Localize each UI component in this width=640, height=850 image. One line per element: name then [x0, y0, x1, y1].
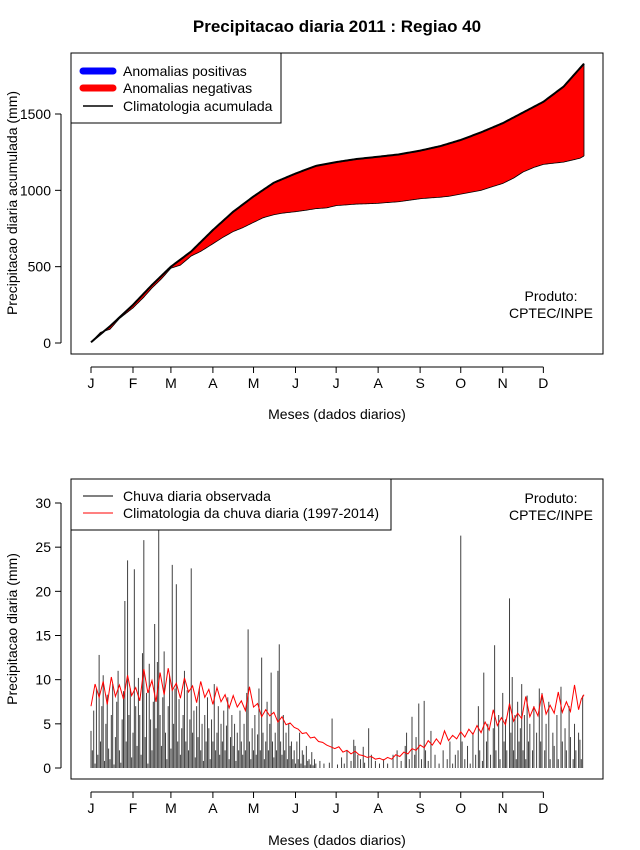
line-layer-bottom: [90, 668, 585, 761]
x-tick-label-bottom: M: [165, 800, 177, 816]
legend-box-bottom: [70, 478, 392, 531]
panel-daily: J F M A M J J A S O N D 0 5 10 15 20 25 30 Meses (dados d…: [4, 478, 604, 848]
legend-label-positive: Anomalias positivas: [123, 63, 247, 79]
x-tick-label-bottom: F: [129, 800, 138, 816]
product-note-bottom-line1: Produto:: [525, 490, 578, 506]
y-tick-label-bottom: 5: [43, 716, 51, 732]
y-tick-label-top: 500: [28, 259, 52, 275]
x-tick-label-bottom: N: [498, 800, 508, 816]
y-tick-label-top: 1500: [20, 106, 51, 122]
x-tick-label-top: M: [248, 375, 260, 391]
x-tick-label-top: D: [538, 375, 548, 391]
x-tick-label-bottom: A: [208, 800, 218, 816]
x-tick-label-bottom: J: [88, 800, 95, 816]
x-tick-label-bottom: J: [292, 800, 299, 816]
x-tick-label-top: M: [165, 375, 177, 391]
x-tick-label-top: A: [373, 375, 383, 391]
bar-layer-bottom: [90, 527, 584, 768]
legend-label-climatology: Climatologia acumulada: [123, 98, 273, 114]
x-tick-label-top: A: [208, 375, 218, 391]
y-axis-label-bottom: Precipitacao diaria (mm): [4, 553, 20, 705]
y-tick-label-bottom: 0: [43, 760, 51, 776]
plot-frame-top: [70, 52, 604, 355]
x-tick-label-bottom: M: [248, 800, 260, 816]
x-tick-label-top: J: [333, 375, 340, 391]
x-tick-label-bottom: A: [373, 800, 383, 816]
legend-label-daily-climatology: Climatologia da chuva diaria (1997-2014): [123, 505, 379, 521]
area-layer-top: [90, 62, 585, 344]
x-axis-label-top: Meses (dados diarios): [268, 406, 406, 422]
product-note-top-line2: CPTEC/INPE: [509, 305, 593, 321]
x-tick-label-top: N: [498, 375, 508, 391]
daily-climatology-line: [90, 668, 585, 761]
x-tick-label-bottom: O: [455, 800, 466, 816]
cumulative-climatology-line: [90, 62, 585, 344]
legend-label-observed: Chuva diaria observada: [123, 488, 271, 504]
figure-title: Precipitacao diaria 2011 : Regiao 40: [193, 17, 481, 36]
legend-top: Anomalias positivas Anomalias negativas …: [70, 52, 282, 124]
x-tick-label-top: S: [415, 375, 424, 391]
y-tick-label-bottom: 30: [35, 495, 51, 511]
y-axis-bottom: 0 5 10 15 20 25 30: [35, 495, 62, 776]
product-note-bottom-line2: CPTEC/INPE: [509, 507, 593, 523]
cumulative-observed-line: [90, 155, 585, 343]
y-axis-label-top: Precipitacao diaria acumulada (mm): [4, 91, 20, 315]
x-tick-label-bottom: J: [333, 800, 340, 816]
y-tick-label-bottom: 20: [35, 583, 51, 599]
legend-bottom: Chuva diaria observada Climatologia da c…: [70, 478, 392, 531]
y-tick-label-bottom: 15: [35, 628, 51, 644]
y-axis-top: 0 500 1000 1500: [20, 106, 62, 351]
x-tick-label-top: J: [88, 375, 95, 391]
x-tick-label-top: O: [455, 375, 466, 391]
x-axis-label-bottom: Meses (dados diarios): [268, 832, 406, 848]
product-note-top-line1: Produto:: [525, 288, 578, 304]
legend-label-negative: Anomalias negativas: [123, 80, 252, 96]
y-tick-label-top: 1000: [20, 182, 51, 198]
x-tick-label-top: J: [292, 375, 299, 391]
y-tick-label-bottom: 25: [35, 539, 51, 555]
x-tick-label-bottom: D: [538, 800, 548, 816]
x-tick-label-top: F: [129, 375, 138, 391]
y-tick-label-bottom: 10: [35, 672, 51, 688]
panel-cumulative: J F M A M J J A S O N D 0 500 1000 1500 Meses (dados d…: [4, 52, 604, 422]
x-tick-label-bottom: S: [415, 800, 424, 816]
negative-anomaly-area: [91, 63, 584, 343]
y-tick-label-top: 0: [43, 335, 51, 351]
